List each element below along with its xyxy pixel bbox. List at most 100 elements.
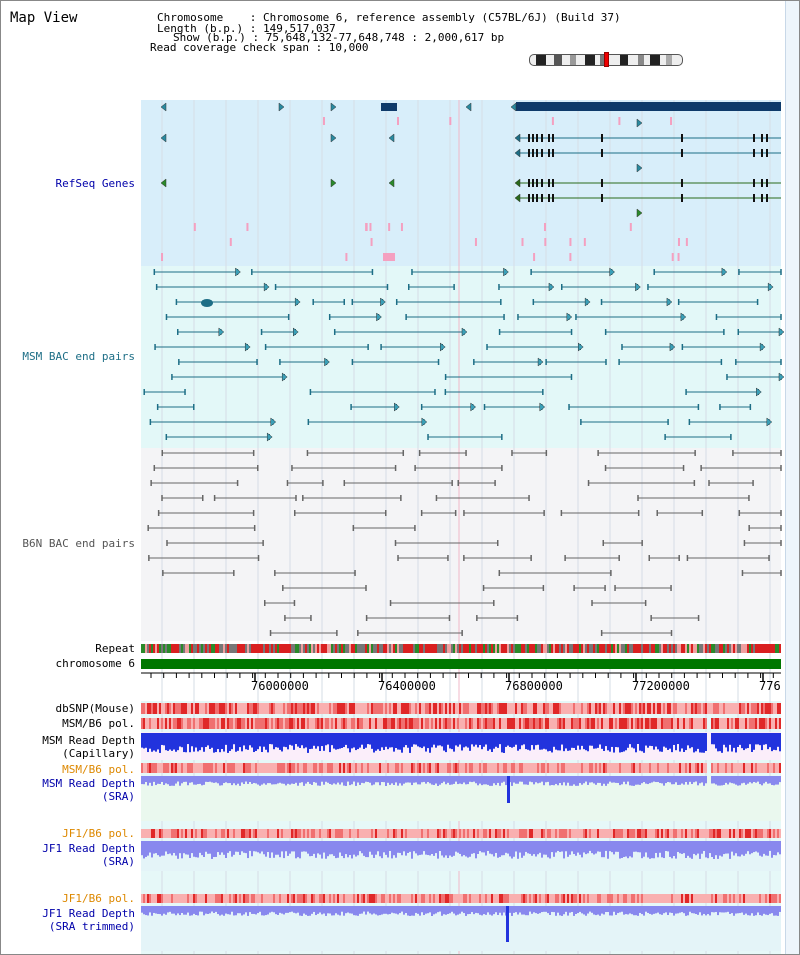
msm-depth-capillary-bar [141,733,143,748]
msm-depth-capillary-bar [637,733,639,745]
dbsnp-density-cell [237,703,239,714]
repeat-segment [339,644,341,653]
msm-depth-capillary-bar [649,733,651,746]
jf1-b6-pol-2-cell [215,894,217,903]
jf1-b6-pol-2-cell [279,894,281,903]
msm-depth-capillary-bar [745,733,747,749]
msm-b6-pol-2-cell [637,763,639,773]
jf1-b6-pol-2-cell [319,894,321,903]
msm-b6-pol-2-cell [733,763,735,773]
msm-b6-pol-cell [467,718,469,729]
jf1-trimmed-bar [593,906,595,915]
jf1-b6-pol-2-cell [433,894,435,903]
dbsnp-density-cell [727,703,729,714]
msm-b6-pol-cell [595,718,597,729]
jf1-trimmed-bar [331,906,333,916]
jf1-b6-pol-2-cell [413,894,415,903]
jf1-depth-bar [495,841,497,853]
jf1-depth-bar [229,841,231,852]
repeat-segment [609,644,611,653]
jf1-b6-pol-2-cell [575,894,577,903]
jf1-b6-pol-cell [285,829,287,838]
repeat-segment [375,644,377,653]
repeat-segment [559,644,561,653]
msm-depth-capillary-bar [295,733,297,745]
jf1-trimmed-bar [147,906,149,916]
dbsnp-density-cell [683,703,685,714]
repeat-segment [315,644,317,653]
dbsnp-density-cell [607,703,609,714]
jf1-trimmed-bar [191,906,193,916]
msm-depth-capillary-bar [607,733,609,751]
dbsnp-density-cell [515,703,517,714]
jf1-depth-bar [277,841,279,855]
dbsnp-density-cell [253,703,255,714]
vertical-scrollbar[interactable] [785,1,799,954]
msm-b6-pol-cell [473,718,475,729]
msm-b6-pol-cell [619,718,621,729]
msm-b6-pol-cell [651,718,653,729]
repeat-segment [751,644,753,653]
jf1-depth-bar [395,841,397,858]
msm-depth-capillary-bar [319,733,321,752]
msm-bac-arrow [324,357,330,367]
jf1-trimmed-bar [731,906,733,914]
repeat-segment [193,644,195,653]
msm-depth-sra-bar [675,776,677,783]
msm-depth-capillary-bar [539,733,541,750]
repeat-segment [685,644,687,653]
repeat-segment [507,644,509,653]
msm-depth-capillary-bar [569,733,571,751]
jf1-b6-pol-2-cell [399,894,401,903]
jf1-b6-pol-cell [609,829,611,838]
msm-b6-pol-cell [487,718,489,729]
msm-bac-arrow [270,417,277,427]
refseq-feature-mark [543,223,546,231]
msm-b6-pol-cell [509,718,511,729]
msm-b6-pol-cell [629,718,631,729]
ideogram-position-marker[interactable] [604,52,609,67]
msm-b6-pol-2-cell [471,763,473,773]
jf1-depth-bar [583,841,585,853]
jf1-b6-pol-2-cell [193,894,195,903]
msm-b6-pol-2-cell [777,763,779,773]
jf1-trimmed-bar [601,906,603,914]
jf1-b6-pol-cell [291,829,293,838]
repeat-segment [143,644,145,653]
msm-depth-sra-bar [773,776,775,786]
jf1-depth-bar [341,841,343,856]
msm-depth-sra-bar [241,776,243,783]
repeat-segment [741,644,743,653]
dbsnp-density-cell [553,703,555,714]
msm-depth-sra-bar [601,776,603,786]
jf1-b6-pol-cell [645,829,647,838]
msm-b6-pol-cell [227,718,229,729]
msm-b6-pol-2-cell [623,763,625,773]
jf1-depth-bar [317,841,319,854]
jf1-trimmed-bar [701,906,703,916]
msm-bac-arrow [266,432,273,442]
msm-depth-capillary-bar [147,733,149,753]
jf1-b6-pol-cell [447,829,449,838]
jf1-b6-pol-cell [203,829,205,838]
msm-depth-sra-bar [599,776,601,783]
jf1-trimmed-bar [369,906,371,914]
msm-depth-sra-bar [735,776,737,785]
jf1-b6-pol-cell [375,829,377,838]
msm-depth-capillary-bar [489,733,491,750]
jf1-b6-pol-cell [503,829,505,838]
jf1-trimmed-bar [275,906,277,915]
msm-b6-pol-2-cell [299,763,301,773]
dbsnp-density-cell [625,703,627,714]
msm-bac-arrow [439,342,446,352]
msm-b6-pol-2-cell [431,763,433,773]
jf1-b6-pol-2-cell [623,894,625,903]
msm-b6-pol-2-cell [639,763,641,773]
dbsnp-density-cell [599,703,601,714]
msm-depth-sra-bar [239,776,241,786]
jf1-b6-pol-label: JF1/B6 pol. [62,827,135,840]
msm-depth-capillary-bar [159,733,161,753]
msm-depth-capillary-bar [699,733,701,753]
jf1-b6-pol-2-cell [731,894,733,903]
